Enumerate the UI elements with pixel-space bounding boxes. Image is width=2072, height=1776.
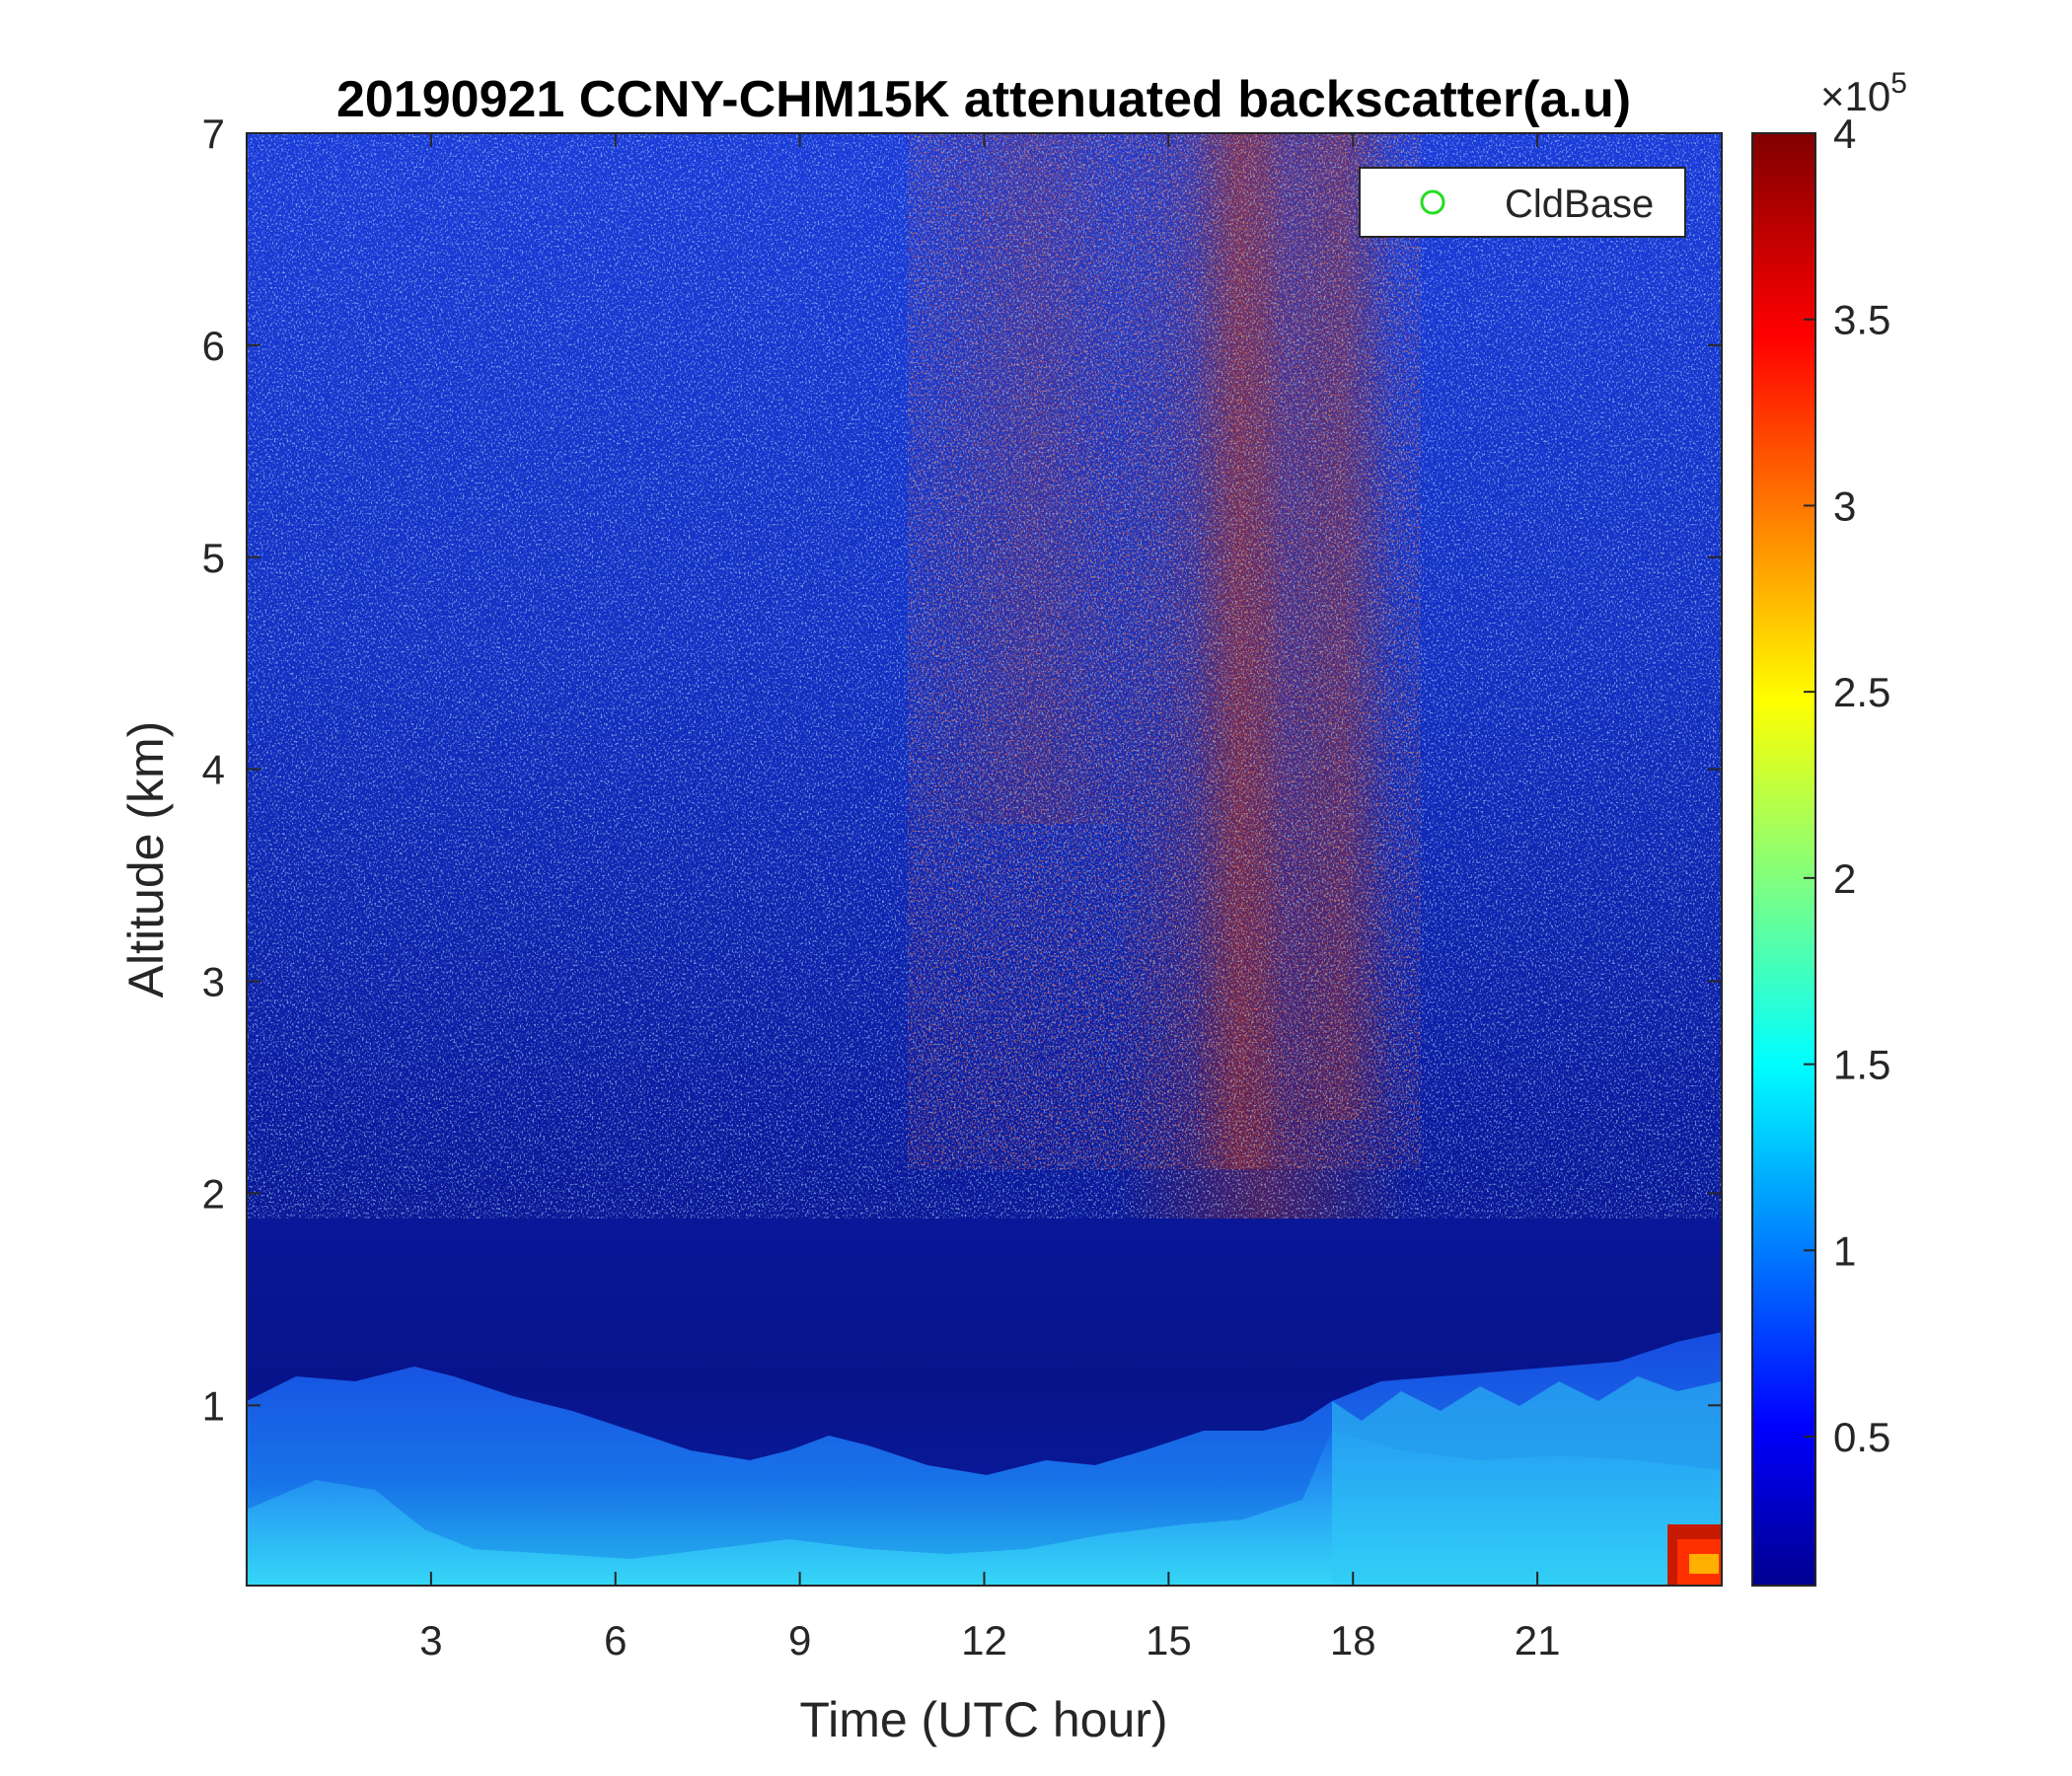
colorbar-tick-label: 1.5 xyxy=(1833,1042,1890,1088)
y-axis-ticks: 1 2 3 4 5 6 7 xyxy=(202,111,1722,1429)
x-tick-label: 18 xyxy=(1330,1617,1376,1664)
x-axis-ticks: 3 6 9 12 15 18 21 xyxy=(419,133,1560,1664)
colorbar-tick-label: 3 xyxy=(1833,482,1856,529)
x-tick-label: 3 xyxy=(419,1617,442,1664)
y-tick-label: 1 xyxy=(202,1382,225,1429)
legend: CldBase xyxy=(1359,167,1686,238)
colorbar-ticks: 0.5 1 1.5 2 2.5 3 3.5 4 xyxy=(1804,111,1890,1460)
x-tick-label: 12 xyxy=(961,1617,1007,1664)
y-axis-label: Altitude (km) xyxy=(118,721,174,999)
y-tick-label: 6 xyxy=(202,323,225,369)
y-tick-label: 7 xyxy=(202,111,225,157)
colorbar-exponent: ×105 xyxy=(1820,67,1907,119)
x-tick-label: 15 xyxy=(1146,1617,1192,1664)
colorbar-tick-label: 0.5 xyxy=(1833,1414,1890,1460)
colorbar: 0.5 1 1.5 2 2.5 3 3.5 4 ×105 xyxy=(1751,67,1907,1587)
legend-marker-cldbase xyxy=(1420,189,1445,215)
y-tick-label: 5 xyxy=(202,535,225,581)
x-tick-label: 21 xyxy=(1515,1617,1561,1664)
colorbar-tick-label: 3.5 xyxy=(1833,297,1890,343)
y-tick-label: 3 xyxy=(202,959,225,1005)
y-tick-label: 2 xyxy=(202,1170,225,1217)
x-axis-label: Time (UTC hour) xyxy=(799,1692,1167,1747)
x-tick-label: 6 xyxy=(604,1617,627,1664)
colorbar-tick-label: 2.5 xyxy=(1833,669,1890,715)
chart-title: 20190921 CCNY-CHM15K attenuated backscat… xyxy=(336,71,1631,128)
y-tick-label: 4 xyxy=(202,747,225,793)
backscatter-heatmap xyxy=(247,133,1722,1586)
x-tick-label: 9 xyxy=(788,1617,811,1664)
legend-label-cldbase: CldBase xyxy=(1505,183,1654,226)
colorbar-tick-label: 1 xyxy=(1833,1227,1856,1274)
colorbar-tick-label: 4 xyxy=(1833,111,1856,157)
colorbar-tick-label: 2 xyxy=(1833,855,1856,902)
